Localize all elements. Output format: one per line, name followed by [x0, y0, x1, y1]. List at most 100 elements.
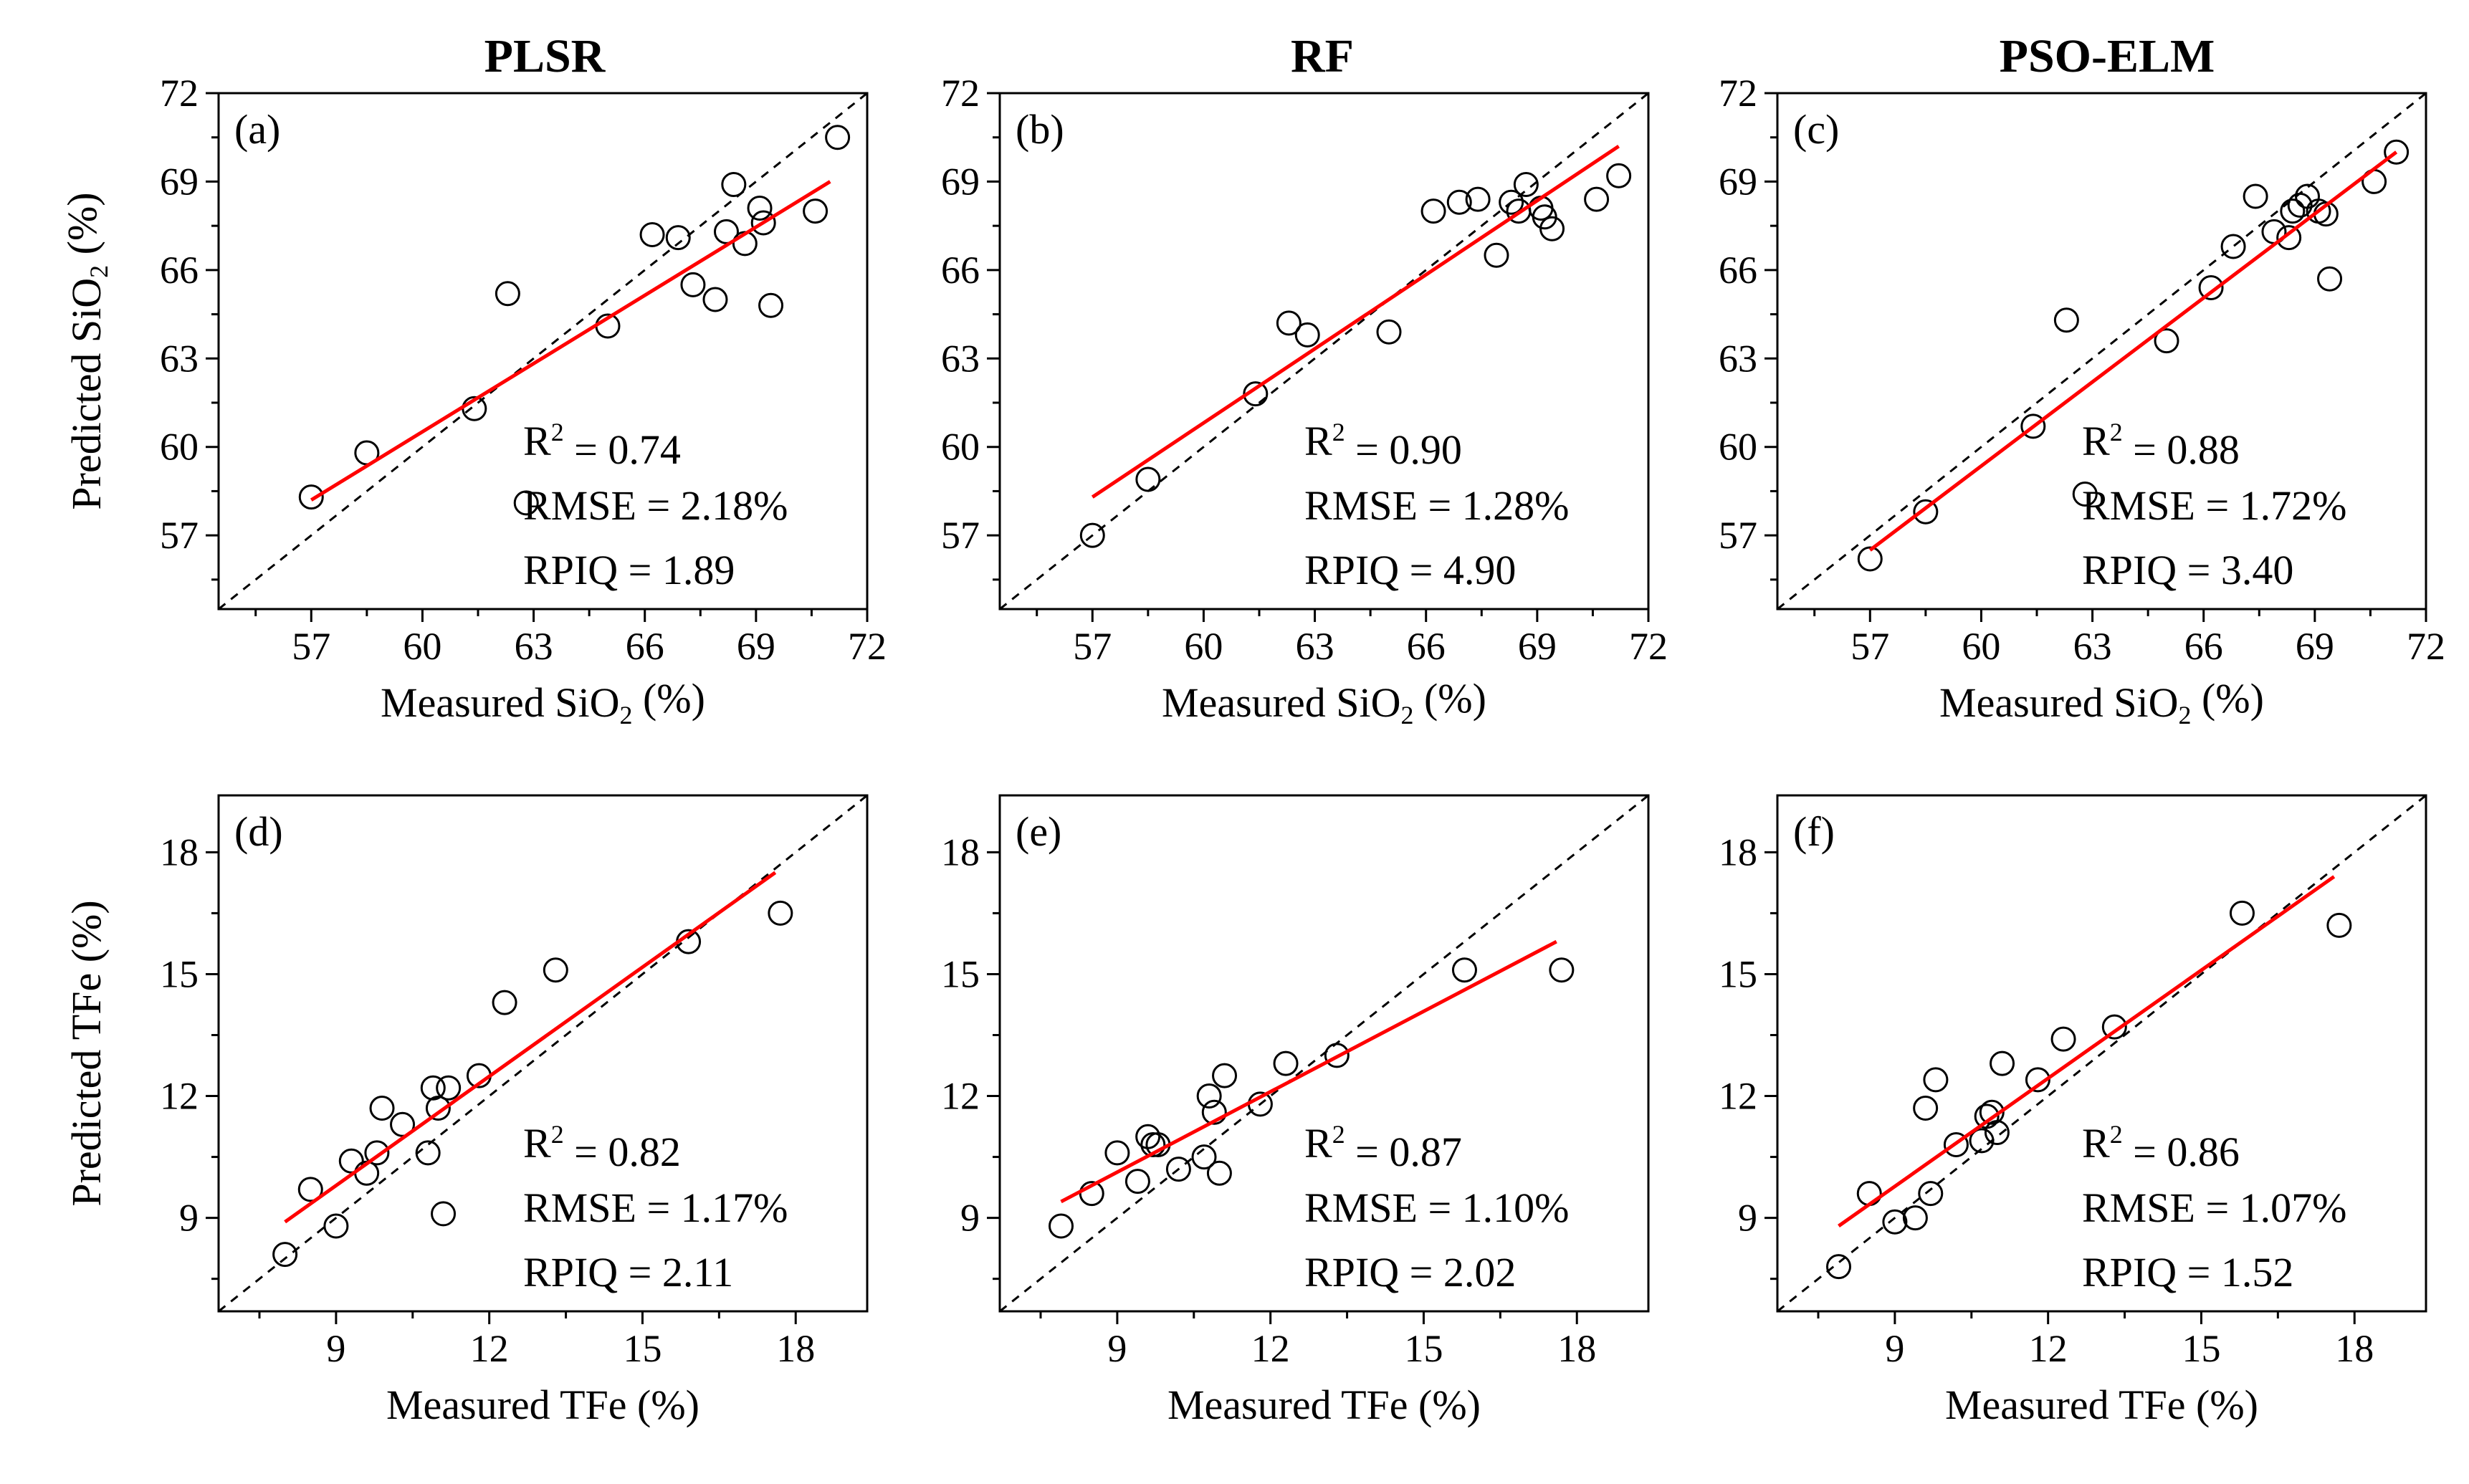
- data-point: [1165, 1157, 1191, 1182]
- y-tick-label: 66: [941, 249, 980, 292]
- y-tick-label: 66: [1719, 249, 1757, 292]
- stat-text: R2​ = 0.86: [2082, 1120, 2240, 1175]
- data-point: [1206, 1160, 1232, 1186]
- stat-text: RPIQ = 3.40: [2082, 547, 2293, 593]
- data-point: [702, 287, 728, 312]
- x-axis-label: Measured SiO2​ (%): [1939, 675, 2264, 729]
- panel-label: (d): [234, 808, 283, 855]
- data-point: [1446, 189, 1472, 215]
- data-point: [2072, 482, 2098, 507]
- stat-text: RMSE = 1.07%: [2082, 1184, 2346, 1231]
- x-tick-label: 69: [737, 625, 775, 668]
- data-point: [2050, 1026, 2076, 1052]
- stat-text: RMSE = 2.18%: [523, 482, 788, 529]
- x-axis-label: Measured SiO2​ (%): [1162, 675, 1486, 729]
- data-point: [1212, 1063, 1238, 1088]
- y-tick-label: 12: [941, 1075, 980, 1118]
- x-tick-label: 9: [326, 1327, 345, 1370]
- data-point: [2020, 413, 2046, 439]
- plot-frame: [1776, 92, 2427, 611]
- scatter-panel-e: 9 9 12 12 15 15 18 18 (e) R2​ = 0.87 RMSE = 1.10% R…: [941, 794, 1650, 1428]
- scatter-panel-c: 57 57 60 60 63 63 66 66 69 69 72 72 (c) R2​ = 0.88 RMS…: [1719, 72, 2445, 729]
- data-point: [1484, 242, 1509, 268]
- stat-text: RPIQ = 1.52: [2082, 1249, 2293, 1296]
- regression-fit-line: [310, 180, 831, 502]
- y-tick-label: 60: [160, 426, 199, 469]
- stat-text: RPIQ = 2.02: [1304, 1249, 1516, 1296]
- column-titles: PLSR RF PSO-ELM: [484, 30, 2215, 82]
- x-tick-label: 18: [2335, 1327, 2374, 1370]
- x-tick-label: 57: [1850, 625, 1889, 668]
- data-point: [1273, 1050, 1299, 1076]
- y-tick-label: 9: [1738, 1197, 1757, 1240]
- stat-text: R2​ = 0.90: [1304, 418, 1462, 473]
- column-title-plsr: PLSR: [484, 30, 606, 82]
- x-axis-label: Measured TFe (%): [1945, 1382, 2258, 1428]
- data-point: [721, 172, 747, 198]
- y-tick-label: 57: [160, 514, 199, 557]
- scatter-panel-d: 9 9 12 12 15 15 18 18 (d) R2​ = 0.82 RMSE = 1.17% R…: [63, 794, 869, 1428]
- axis-ticks: 9 9 12 12 15 15 18 18: [1719, 830, 2374, 1370]
- y-tick-label: 15: [941, 952, 980, 995]
- x-tick-label: 66: [626, 625, 664, 668]
- y-axis-label: Predicted SiO2​ (%): [59, 192, 113, 509]
- y-tick-label: 9: [179, 1197, 199, 1240]
- plot-frame: [998, 92, 1650, 611]
- x-tick-label: 72: [1629, 625, 1668, 668]
- stat-text: RPIQ = 4.90: [1304, 547, 1516, 593]
- x-tick-label: 15: [2182, 1327, 2220, 1370]
- stat-text: RMSE = 1.10%: [1304, 1184, 1569, 1231]
- regression-fit-line: [1838, 875, 2336, 1227]
- data-point: [2276, 225, 2302, 251]
- y-tick-label: 9: [960, 1197, 980, 1240]
- y-tick-label: 72: [160, 72, 199, 115]
- data-point: [513, 490, 539, 516]
- regression-fit-line: [1060, 939, 1557, 1204]
- reference-line-1to1: [1777, 93, 2426, 609]
- x-tick-label: 15: [1404, 1327, 1443, 1370]
- stat-text: RMSE = 1.28%: [1304, 482, 1569, 529]
- data-point: [1049, 1213, 1074, 1239]
- data-point: [543, 957, 568, 983]
- x-tick-label: 63: [1296, 625, 1334, 668]
- stat-text: RMSE = 1.72%: [2082, 482, 2346, 529]
- data-point: [747, 195, 773, 221]
- data-point: [2053, 307, 2079, 333]
- data-point: [1376, 319, 1402, 345]
- data-point: [1124, 1169, 1150, 1195]
- data-point: [1324, 1043, 1350, 1068]
- column-title-rf: RF: [1291, 30, 1354, 82]
- data-point: [1990, 1050, 2015, 1076]
- axis-ticks: 9 9 12 12 15 15 18 18: [160, 830, 815, 1370]
- x-tick-label: 18: [776, 1327, 815, 1370]
- stat-text: R2​ = 0.87: [1304, 1120, 1462, 1175]
- data-point: [1140, 1132, 1166, 1158]
- x-tick-label: 72: [848, 625, 887, 668]
- data-point: [1857, 546, 1883, 572]
- data-point: [492, 990, 517, 1015]
- data-point: [1135, 1124, 1161, 1149]
- data-point: [1979, 1099, 2005, 1125]
- data-point: [2101, 1014, 2127, 1040]
- data-point: [758, 292, 784, 318]
- stat-text: R2​ = 0.88: [2082, 418, 2240, 473]
- data-point: [2317, 266, 2343, 292]
- y-tick-label: 60: [1719, 426, 1757, 469]
- x-tick-label: 60: [403, 625, 441, 668]
- x-tick-label: 60: [1184, 625, 1223, 668]
- data-point: [369, 1096, 395, 1121]
- data-point: [1902, 1205, 1928, 1231]
- data-point: [639, 221, 665, 247]
- data-point: [2229, 900, 2255, 926]
- data-point: [1451, 957, 1477, 983]
- y-tick-label: 15: [160, 952, 199, 995]
- data-point: [1513, 172, 1539, 198]
- data-point: [323, 1213, 349, 1239]
- data-point: [1826, 1254, 1852, 1280]
- axis-ticks: 9 9 12 12 15 15 18 18: [941, 830, 1596, 1370]
- x-tick-label: 72: [2407, 625, 2445, 668]
- data-points: [272, 900, 793, 1268]
- y-tick-label: 57: [941, 514, 980, 557]
- data-point: [2243, 183, 2268, 209]
